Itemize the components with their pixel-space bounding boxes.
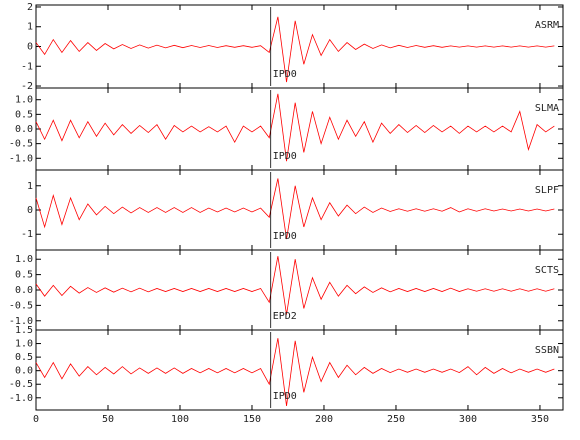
y-tick-label: -1.0 xyxy=(9,316,33,327)
y-tick-label: -1 xyxy=(21,229,33,240)
x-tick-label: 50 xyxy=(102,414,114,425)
y-tick-label: 0.0 xyxy=(15,285,33,296)
x-tick-label: 250 xyxy=(387,414,405,425)
waveform xyxy=(35,93,555,162)
x-tick-label: 100 xyxy=(171,414,189,425)
x-tick-label: 200 xyxy=(315,414,333,425)
waveform xyxy=(35,16,555,83)
y-tick-label: -0.5 xyxy=(9,300,33,311)
panel-frame xyxy=(35,169,564,251)
y-tick-label: 0.0 xyxy=(15,124,33,135)
y-tick-label: 1.0 xyxy=(15,339,33,350)
y-tick-label: 1 xyxy=(27,22,33,33)
y-tick-label: 2 xyxy=(27,2,33,13)
station-label: SSBN xyxy=(535,345,559,356)
y-tick-label: 0 xyxy=(27,205,33,216)
panel-frame xyxy=(35,4,564,89)
panel-frame xyxy=(35,329,564,411)
y-tick-label: 0.0 xyxy=(15,366,33,377)
y-tick-label: 1.0 xyxy=(15,95,33,106)
panel-frame xyxy=(35,249,564,331)
y-tick-label: 0 xyxy=(27,42,33,53)
waveform xyxy=(35,338,555,406)
x-tick-label: 150 xyxy=(243,414,261,425)
phase-label: IPD0 xyxy=(273,231,297,242)
y-tick-label: -1.0 xyxy=(9,393,33,404)
y-tick-label: -1.0 xyxy=(9,153,33,164)
y-tick-label: -2 xyxy=(21,81,33,92)
y-tick-label: 1 xyxy=(27,181,33,192)
x-tick-label: 300 xyxy=(459,414,477,425)
phase-label: EPD2 xyxy=(273,311,297,322)
y-tick-label: -0.5 xyxy=(9,139,33,150)
y-tick-label: 1.0 xyxy=(15,254,33,265)
phase-label: IPD0 xyxy=(273,151,297,162)
x-tick-label: 350 xyxy=(531,414,549,425)
y-tick-label: -1 xyxy=(21,61,33,72)
y-tick-label: -0.5 xyxy=(9,379,33,390)
waveform xyxy=(35,178,555,240)
y-tick-label: 0.5 xyxy=(15,352,33,363)
station-label: SLMA xyxy=(535,103,559,114)
phase-label: IPD0 xyxy=(273,69,297,80)
y-tick-label: 0.5 xyxy=(15,270,33,281)
station-label: SCTS xyxy=(535,265,559,276)
station-label: ASRM xyxy=(535,20,559,31)
y-tick-label: 0.5 xyxy=(15,109,33,120)
x-tick-label: 0 xyxy=(33,414,39,425)
waveform xyxy=(35,256,555,315)
y-tick-label: 1.5 xyxy=(15,325,33,336)
station-label: SLPF xyxy=(535,185,559,196)
phase-label: IPD0 xyxy=(273,391,297,402)
